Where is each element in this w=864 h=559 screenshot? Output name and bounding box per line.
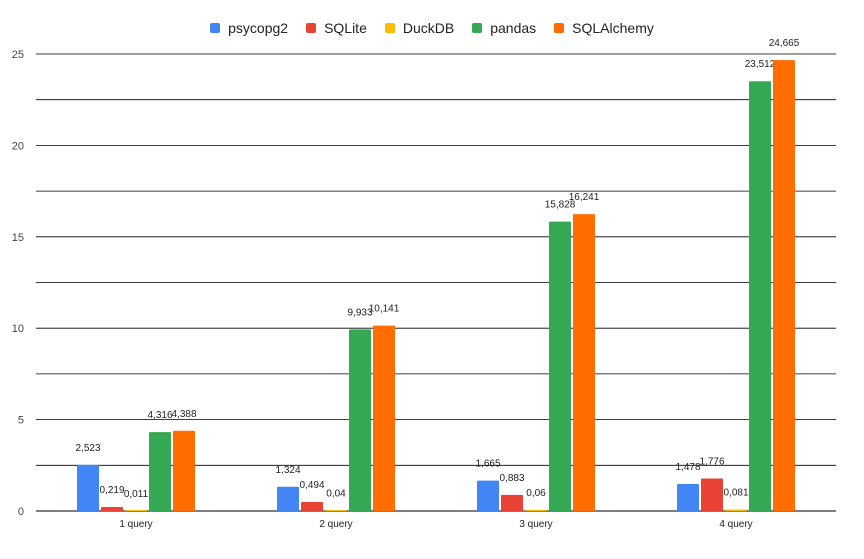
x-tick-label: 4 query	[719, 519, 752, 530]
y-tick-label: 20	[12, 140, 24, 152]
legend-item: pandas	[472, 20, 536, 36]
data-label: 0,011	[124, 489, 149, 500]
data-label: 10,141	[369, 304, 400, 315]
data-label: 24,665	[769, 38, 800, 49]
y-tick-label: 25	[12, 49, 24, 61]
data-label: 23,512	[745, 59, 776, 70]
data-label: 0,081	[723, 488, 748, 499]
chart-legend: psycopg2 SQLite DuckDB pandas SQLAlchemy	[0, 20, 864, 36]
data-label: 0,04	[326, 488, 346, 499]
bar	[501, 494, 523, 511]
data-label: 0,06	[526, 488, 546, 499]
y-tick-label: 5	[18, 415, 24, 427]
y-tick-label: 0	[18, 506, 24, 518]
bar	[77, 464, 99, 511]
bar	[749, 81, 771, 512]
legend-swatch	[472, 23, 483, 33]
legend-swatch	[384, 23, 395, 33]
data-label: 2,523	[75, 443, 100, 454]
bar	[677, 483, 699, 511]
data-label: 4,388	[171, 409, 196, 420]
legend-item: SQLite	[306, 20, 367, 36]
bar	[349, 329, 371, 511]
data-label: 0,219	[99, 485, 124, 496]
y-tick-label: 15	[12, 232, 24, 244]
legend-label: SQLAlchemy	[572, 20, 654, 36]
data-label: 9,933	[347, 307, 372, 318]
bar	[325, 510, 347, 511]
x-tick-label: 1 query	[119, 519, 152, 530]
legend-label: pandas	[490, 20, 537, 36]
legend-item: SQLAlchemy	[554, 20, 654, 36]
bar	[701, 478, 723, 511]
bar	[301, 501, 323, 511]
bar	[773, 60, 795, 511]
bar	[549, 221, 571, 511]
data-label: 15,828	[545, 200, 576, 211]
bar	[573, 214, 595, 512]
bar	[725, 509, 747, 511]
data-label: 1,776	[699, 457, 724, 468]
bar	[149, 432, 171, 511]
data-label: 1,478	[675, 462, 700, 473]
legend-label: SQLite	[324, 20, 367, 36]
data-label: 0,883	[499, 473, 524, 484]
data-label: 1,665	[475, 459, 500, 470]
bar	[373, 325, 395, 511]
legend-swatch	[554, 23, 565, 33]
legend-swatch	[306, 23, 317, 33]
data-label: 4,316	[147, 410, 172, 421]
bar	[173, 430, 195, 511]
data-label: 1,324	[275, 465, 300, 476]
legend-item: psycopg2	[210, 20, 288, 36]
bar	[125, 510, 147, 511]
legend-swatch	[210, 23, 221, 33]
bar	[477, 480, 499, 511]
legend-label: psycopg2	[228, 20, 289, 36]
bar	[277, 486, 299, 511]
data-label: 0,494	[299, 480, 324, 491]
bar	[101, 506, 123, 511]
y-tick-label: 10	[12, 323, 24, 335]
data-label: 16,241	[569, 192, 600, 203]
x-tick-label: 3 query	[519, 519, 552, 530]
x-tick-label: 2 query	[319, 519, 352, 530]
bar	[525, 509, 547, 511]
legend-label: DuckDB	[402, 20, 455, 36]
legend-item: DuckDB	[384, 20, 455, 36]
